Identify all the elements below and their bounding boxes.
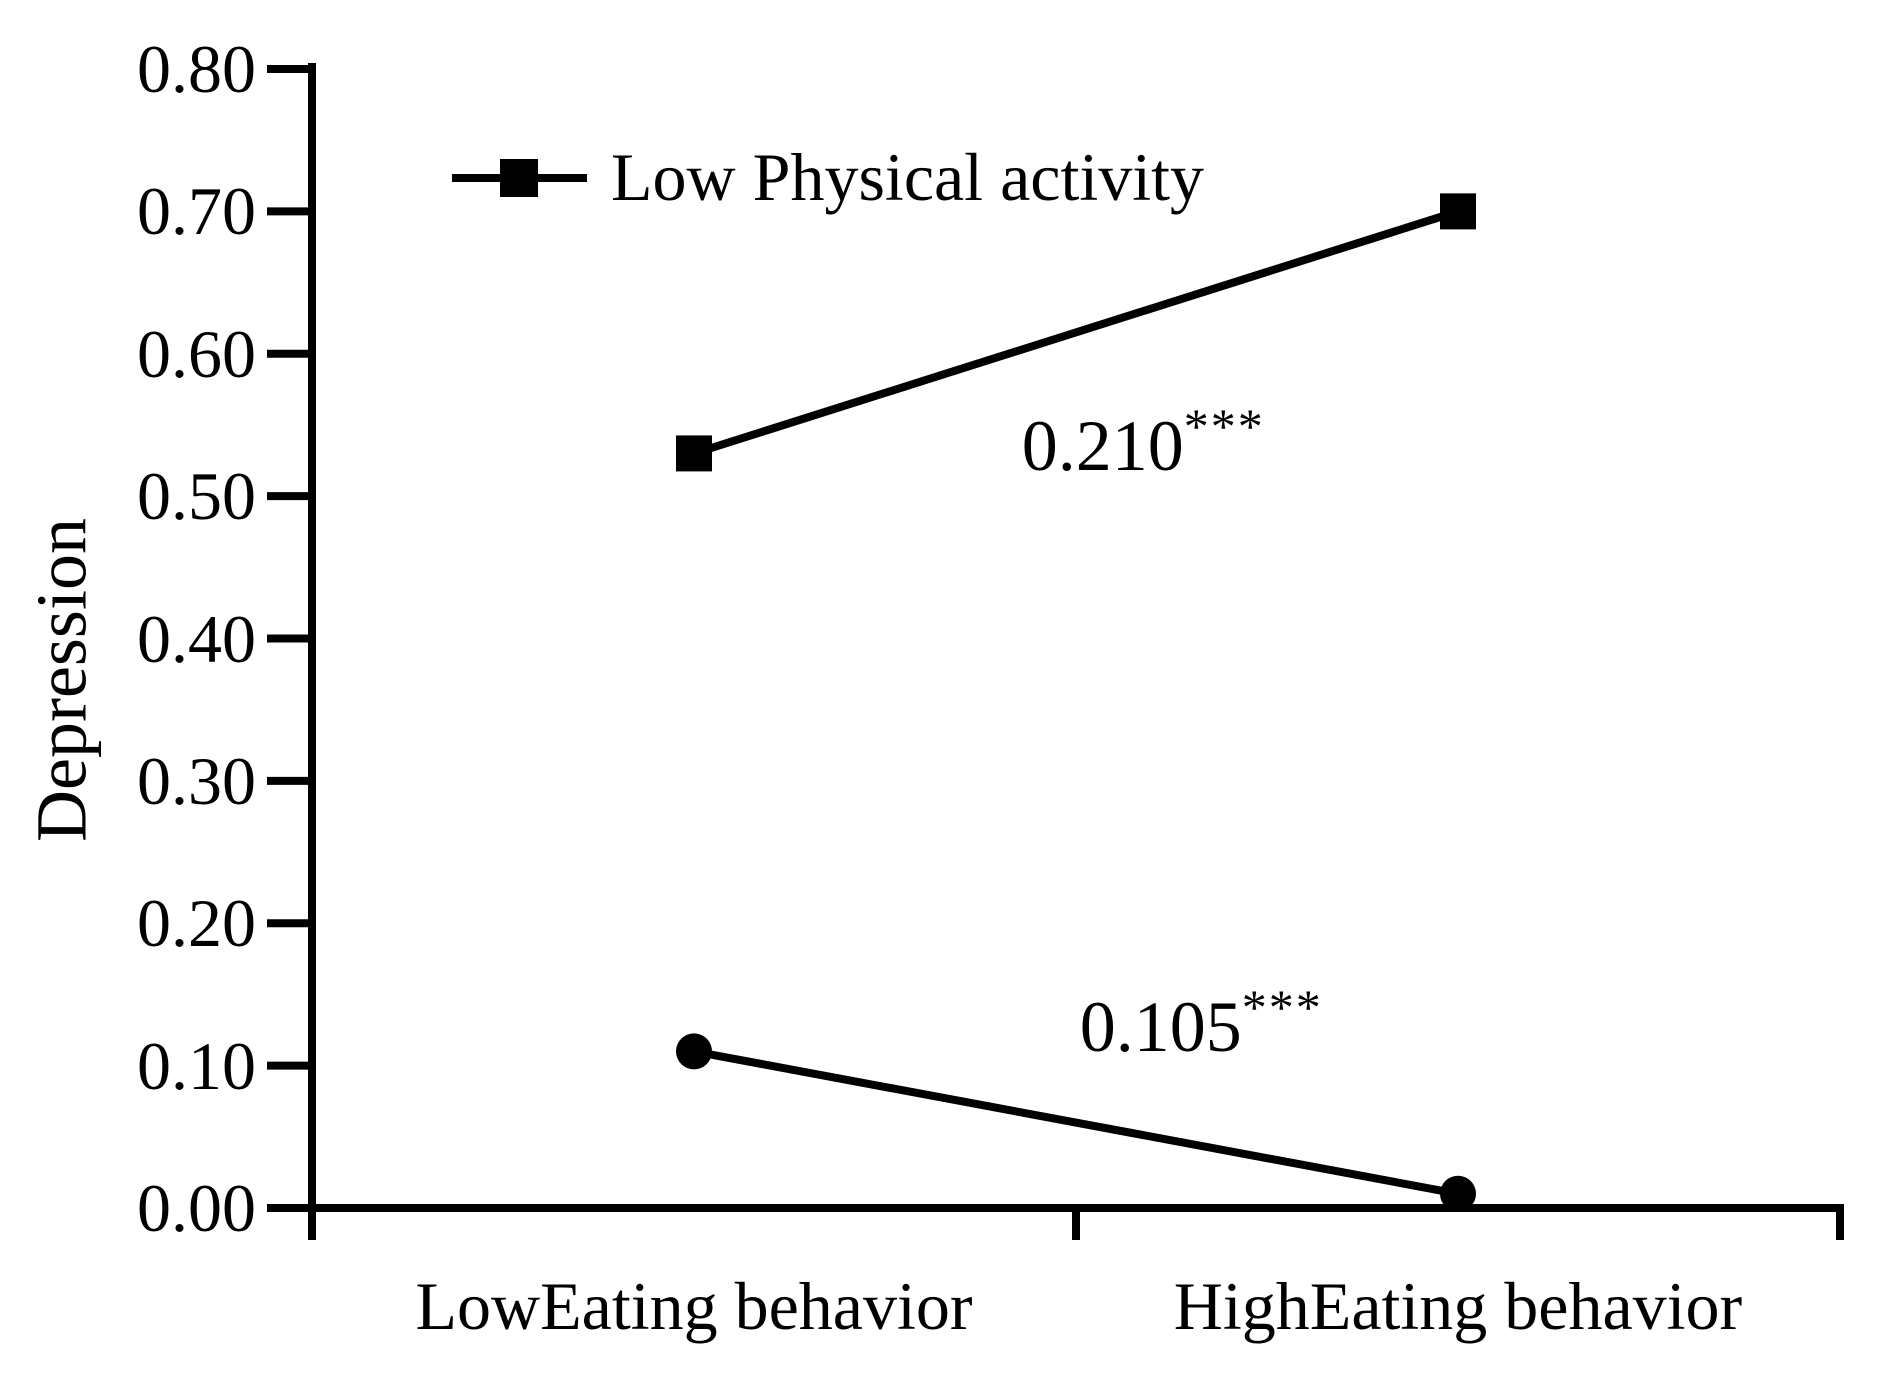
annotation-significance: *** (1241, 978, 1323, 1035)
y-tick-label: 0.10 (137, 1027, 256, 1104)
annotation: 0.210*** (1022, 401, 1265, 483)
y-tick-label: 0.20 (137, 885, 256, 962)
y-tick-label: 0.70 (137, 173, 256, 250)
y-tick-label: 0.30 (137, 742, 256, 819)
y-tick-label: 0.00 (137, 1170, 256, 1246)
x-category-label: HighEating behavior (1173, 1268, 1743, 1344)
data-point-marker (676, 435, 712, 472)
annotation-value: 0.105 (1079, 987, 1242, 1068)
series-line (693, 1047, 1459, 1198)
annotation: 0.105*** (1080, 982, 1323, 1064)
series-line (692, 207, 1460, 458)
legend-label: Low Physical activity (611, 139, 1205, 215)
y-tick-label: 0.80 (137, 31, 256, 107)
data-point-marker (676, 1033, 712, 1070)
x-category-label: LowEating behavior (415, 1268, 973, 1344)
y-tick-label: 0.50 (137, 458, 256, 535)
annotation-significance: *** (1183, 397, 1265, 454)
data-point-marker (1440, 193, 1476, 230)
legend-square-marker-icon (452, 158, 587, 197)
y-tick-label: 0.40 (137, 600, 256, 677)
annotation-value: 0.210 (1021, 406, 1184, 487)
data-point-marker (1440, 1175, 1476, 1212)
legend: Low Physical activity (452, 138, 1204, 217)
y-tick-label: 0.60 (137, 315, 256, 392)
